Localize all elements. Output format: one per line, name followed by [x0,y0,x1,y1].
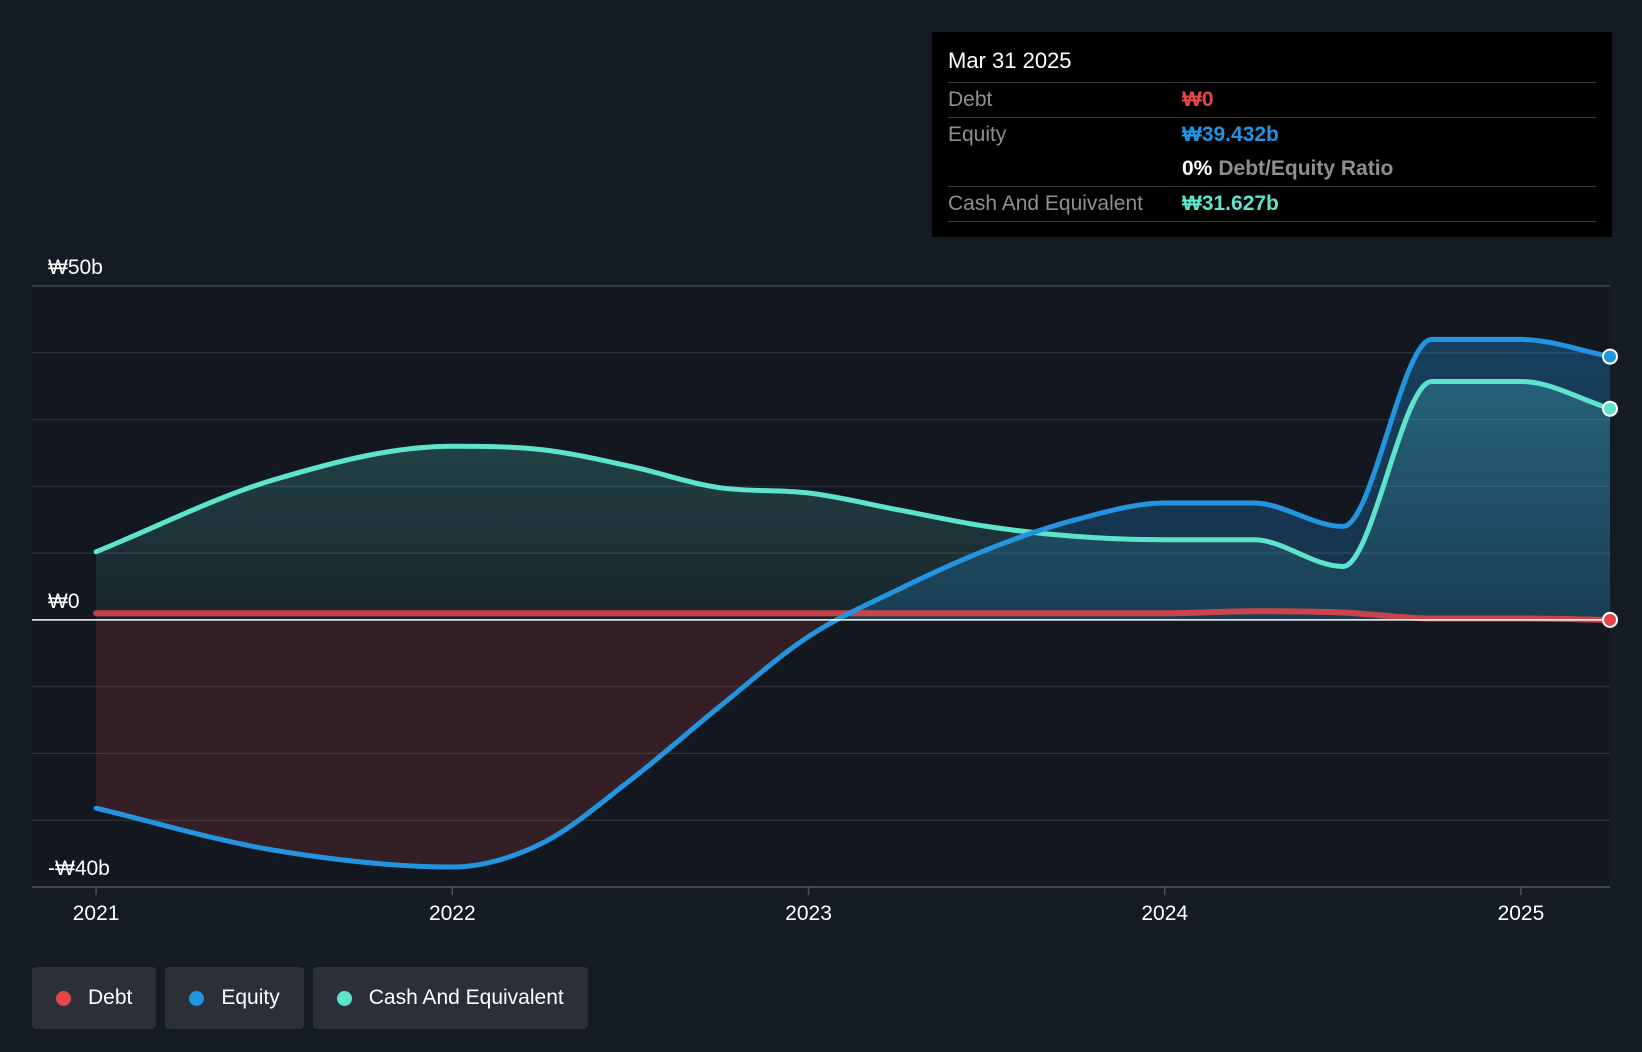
debt-end-marker[interactable] [1602,611,1618,628]
tooltip-equity-row: Equity ₩39.432b [948,118,1596,152]
legend-label-cash: Cash And Equivalent [368,986,564,1009]
axis-labels: ₩50b ₩0 -₩40b 2021 2022 2023 2024 2025 [48,256,1544,925]
x-tick-label: 2021 [73,902,120,925]
y-tick-label: ₩50b [48,256,103,279]
legend-item-debt[interactable]: Debt [32,967,157,1029]
tooltip-ratio-row: 0% Debt/Equity Ratio [948,152,1596,187]
cash-end-marker[interactable] [1602,400,1618,417]
tooltip-cash-row: Cash And Equivalent ₩31.627b [948,187,1596,222]
legend-label-debt: Debt [88,986,133,1009]
debt-line [93,608,1613,623]
tooltip-debt-label: Debt [948,88,993,111]
x-tick-label: 2023 [785,902,832,925]
legend-label-equity: Equity [221,986,280,1009]
tooltip-cash-value: ₩31.627b [1182,192,1279,215]
tooltip-cash-label: Cash And Equivalent [948,192,1143,215]
tooltip-ratio-value: 0% [1182,157,1213,180]
tooltip-equity-label: Equity [948,123,1007,146]
equity-line [93,336,1613,870]
tooltip-debt-row: Debt ₩0 [948,83,1596,118]
tooltip-ratio-label: Debt/Equity Ratio [1218,157,1394,180]
equity-end-marker[interactable] [1602,348,1618,365]
y-tick-label: -₩40b [48,857,110,880]
tooltip-debt-value: ₩0 [1182,88,1214,111]
series-lines [93,336,1613,870]
axes [32,619,1610,895]
cash-line [93,378,1613,569]
legend-dot-debt-icon [56,990,71,1006]
y-tick-label: ₩0 [48,590,80,613]
tooltip-equity-value: ₩39.432b [1182,123,1279,146]
end-markers [1602,348,1618,628]
legend-dot-equity-icon [189,990,205,1006]
equity-area-positive [838,339,1610,619]
legend: Debt Equity Cash And Equivalent [32,967,588,1029]
legend-item-cash[interactable]: Cash And Equivalent [312,967,588,1029]
legend-item-equity[interactable]: Equity [165,967,304,1029]
x-tick-label: 2024 [1141,902,1188,925]
equity-area-negative [96,619,1610,867]
tooltip-panel: Mar 31 2025 Debt ₩0 Equity ₩39.432b 0% D… [932,32,1612,237]
legend-dot-cash-icon [336,990,352,1006]
tooltip-date: Mar 31 2025 [948,46,1596,83]
x-tick-label: 2022 [429,902,476,925]
x-tick-label: 2025 [1498,902,1545,925]
